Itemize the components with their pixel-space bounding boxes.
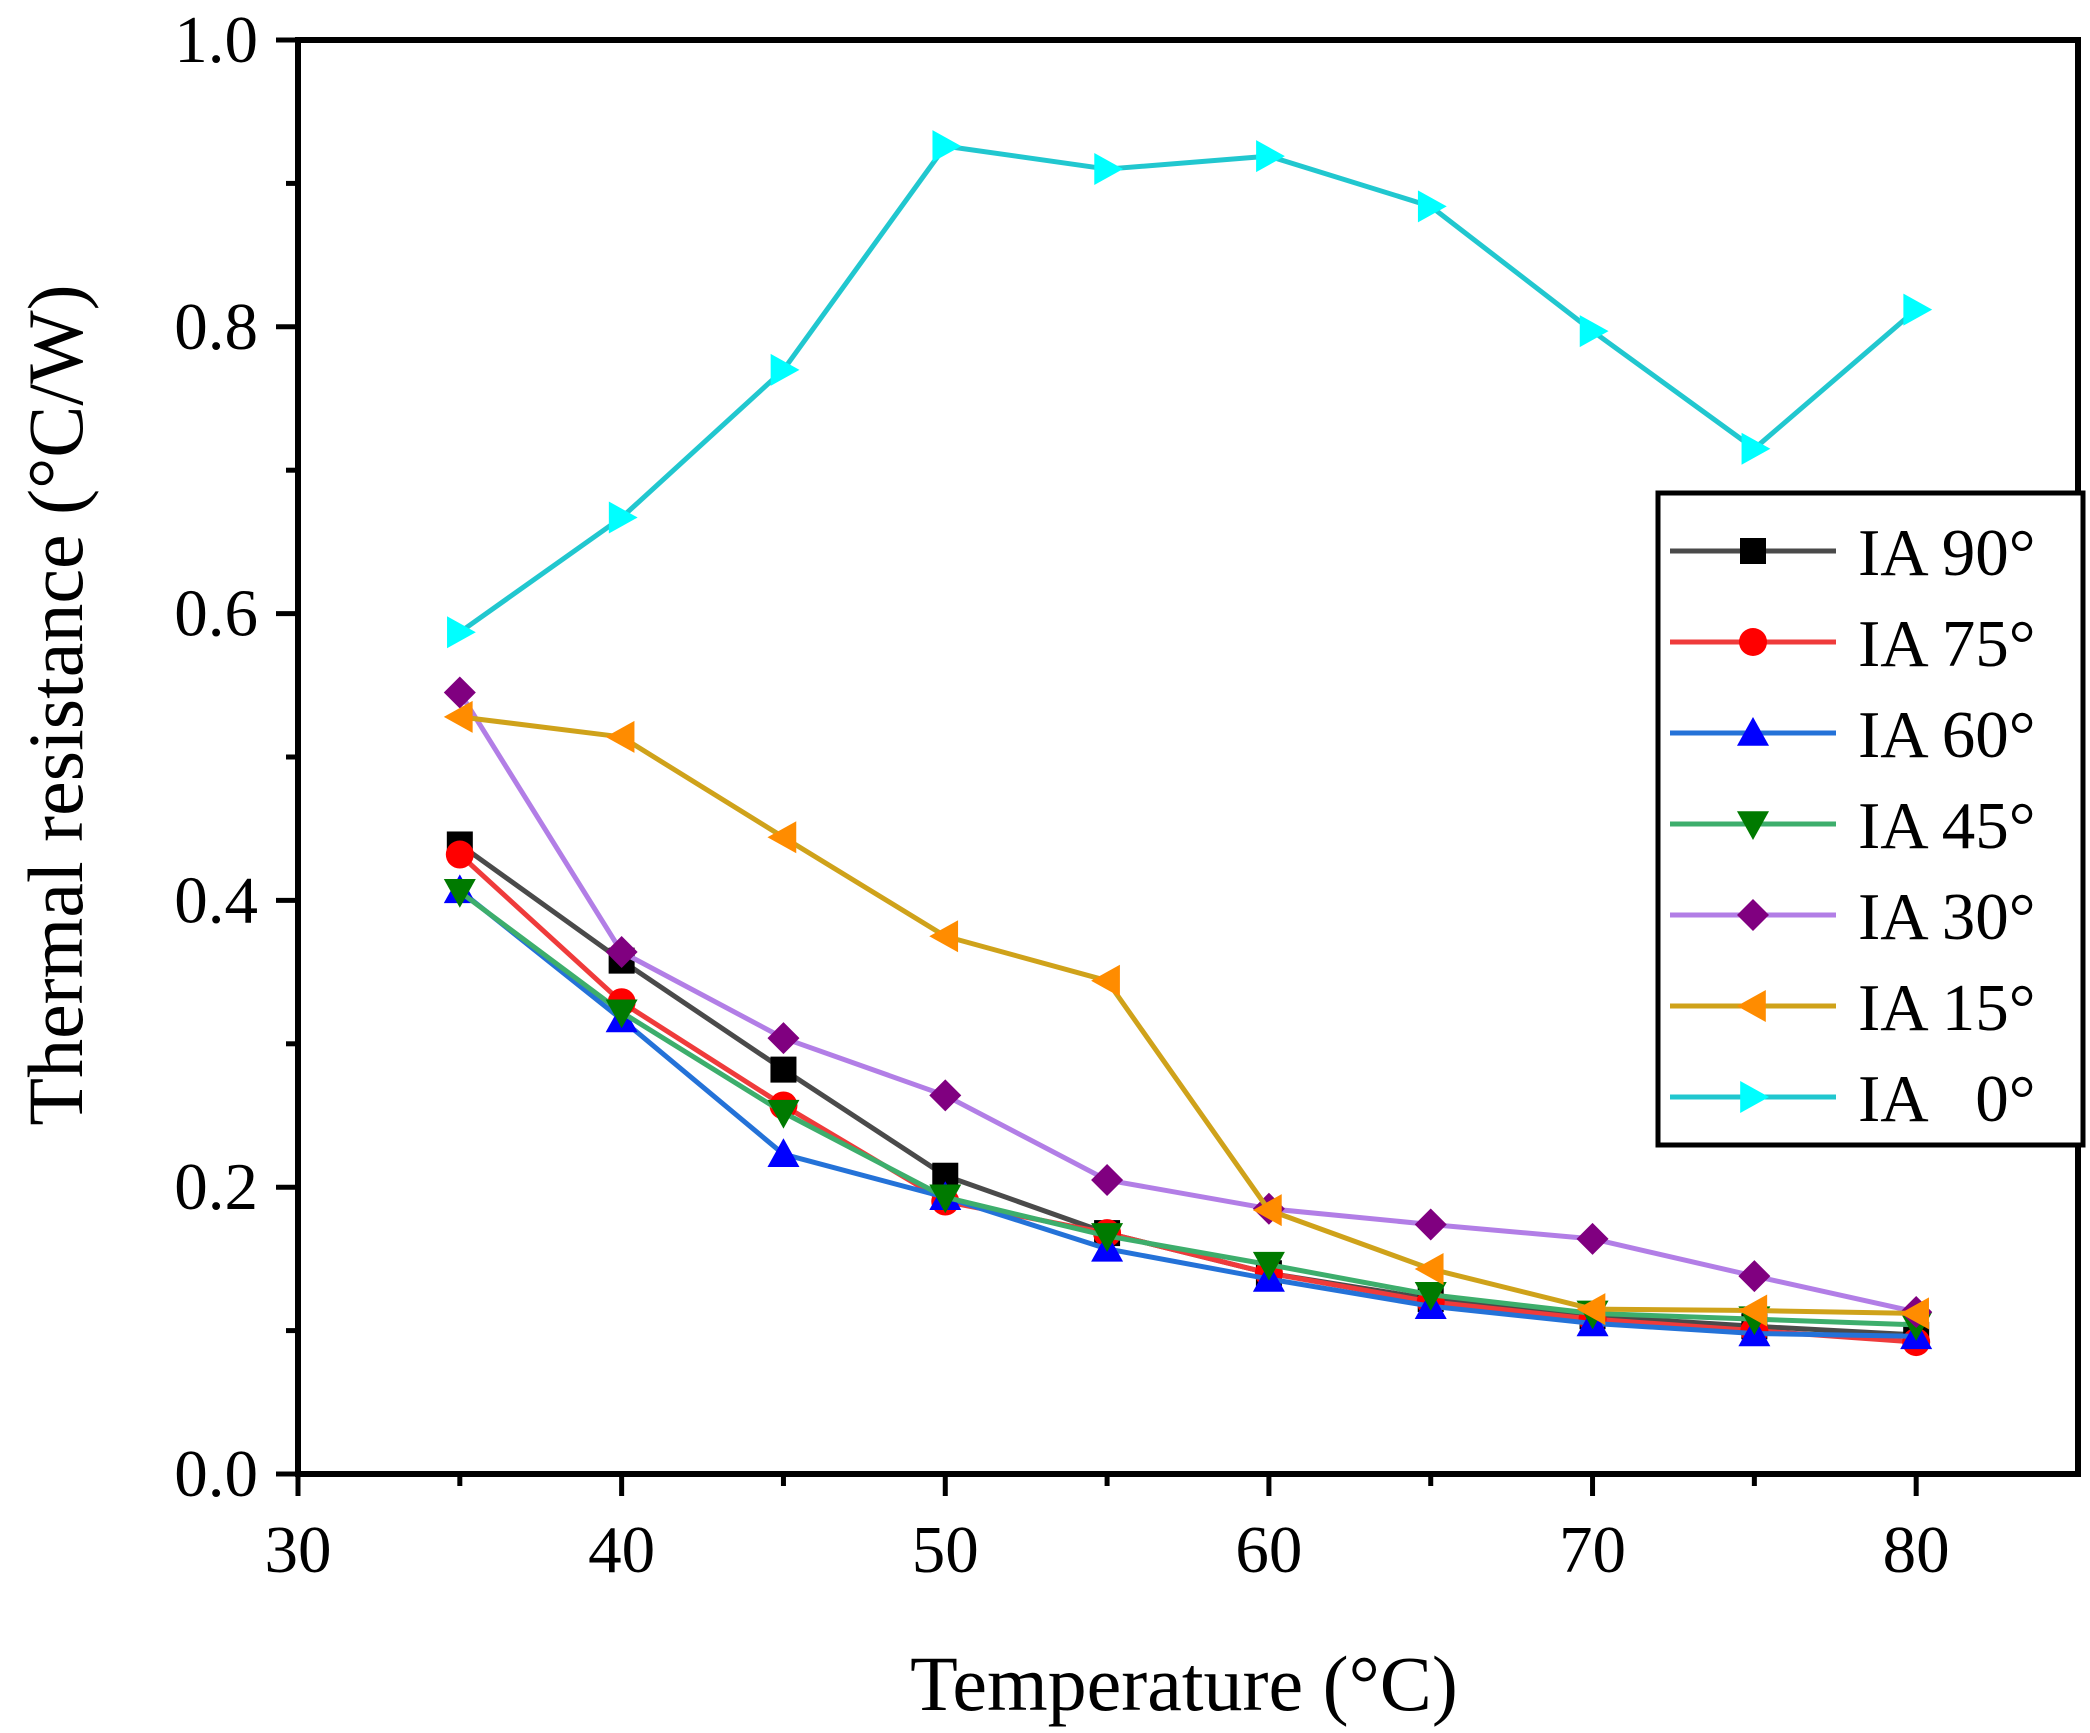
legend-label: IA 45° — [1858, 789, 2036, 863]
data-point — [1900, 1297, 1929, 1330]
legend-box — [1655, 490, 2086, 1148]
series-line — [459, 714, 1917, 1316]
data-point — [1576, 1222, 1609, 1255]
x-tick-label: 70 — [1559, 1513, 1626, 1587]
series-line — [458, 889, 1917, 1328]
x-tick-label: 50 — [912, 1513, 979, 1587]
data-point — [443, 878, 476, 908]
data-point — [447, 616, 476, 649]
series-line — [458, 852, 1917, 1345]
data-point — [1903, 293, 1933, 326]
data-point — [767, 1138, 800, 1168]
data-point — [929, 1079, 962, 1112]
data-point — [1256, 140, 1285, 173]
y-axis-title: Thermal resistance (°C/W) — [12, 284, 99, 1125]
y-tick-label: 1.0 — [174, 3, 258, 77]
y-tick-label: 0.8 — [174, 290, 258, 364]
x-tick-label: 40 — [588, 1513, 655, 1587]
plot-layer — [443, 130, 1933, 1357]
data-point — [770, 353, 800, 386]
data-point — [1738, 1260, 1771, 1293]
data-point — [1576, 1293, 1606, 1326]
legend-item: IA 75° — [1670, 607, 2036, 681]
legend-marker — [1740, 538, 1766, 564]
data-point — [605, 720, 635, 753]
legend-marker — [1737, 899, 1769, 931]
data-point — [1091, 1223, 1124, 1252]
data-point — [767, 1099, 800, 1129]
legend-label: IA 15° — [1858, 971, 2036, 1045]
legend-item: IA 60° — [1670, 698, 2036, 772]
legend-label: IA 60° — [1858, 698, 2036, 772]
data-point — [1252, 1194, 1282, 1227]
legend-marker — [1737, 717, 1769, 746]
data-point — [767, 821, 797, 854]
data-point — [605, 936, 638, 969]
data-point — [1091, 1164, 1124, 1197]
axes-layer: 30 40 50 60 70 80 0.0 0.2 0.4 0.6 0.8 1.0 — [174, 3, 2081, 1587]
y-tick-label: 0.0 — [174, 1437, 258, 1511]
data-point — [929, 1184, 962, 1214]
series-line — [458, 888, 1917, 1339]
legend-marker — [1737, 990, 1766, 1022]
data-point — [1741, 432, 1771, 465]
legend-marker — [1739, 628, 1767, 656]
data-point — [1738, 1294, 1768, 1327]
legend-label: IA 0° — [1858, 1062, 2036, 1136]
data-point — [1091, 964, 1120, 997]
x-tick-label: 30 — [265, 1513, 332, 1587]
legend-item: IA 90° — [1670, 516, 2036, 590]
series-6 — [447, 130, 1933, 649]
series-line — [458, 143, 1918, 635]
data-point — [767, 1022, 800, 1055]
legend-item: IA 45° — [1670, 789, 2036, 863]
legend-marker — [1737, 811, 1769, 840]
data-point — [1094, 153, 1124, 186]
legend-item: IA 15° — [1670, 971, 2036, 1045]
legend-label: IA 90° — [1858, 516, 2036, 590]
data-point — [770, 1056, 797, 1083]
data-point — [443, 700, 473, 733]
data-point — [1252, 1251, 1285, 1281]
y-tick-label: 0.4 — [174, 863, 258, 937]
legend-item: IA 30° — [1670, 880, 2036, 954]
data-point — [1579, 315, 1609, 348]
data-point — [1414, 1252, 1444, 1285]
data-point — [605, 999, 638, 1029]
series-line — [457, 691, 1917, 1315]
data-point — [1414, 1281, 1447, 1311]
y-tick-label: 0.2 — [174, 1150, 258, 1224]
x-axis-title: Temperature (°C) — [910, 1640, 1458, 1727]
data-point — [608, 501, 638, 534]
data-point — [932, 130, 962, 163]
data-point — [445, 840, 474, 869]
y-tick-label: 0.6 — [174, 577, 258, 651]
x-tick-label: 60 — [1235, 1513, 1302, 1587]
legend: IA 90° IA 75° IA 60° IA 45° IA 30° IA 15° IA 0… — [1655, 490, 2086, 1148]
data-point — [1417, 190, 1447, 223]
legend-item: IA 0° — [1670, 1062, 2036, 1136]
series-5 — [443, 700, 1929, 1330]
x-tick-label: 80 — [1883, 1513, 1950, 1587]
data-point — [929, 920, 959, 953]
data-point — [443, 676, 476, 709]
legend-marker — [1740, 1081, 1769, 1113]
data-point — [1414, 1208, 1447, 1241]
legend-label: IA 30° — [1858, 880, 2036, 954]
legend-label: IA 75° — [1858, 607, 2036, 681]
